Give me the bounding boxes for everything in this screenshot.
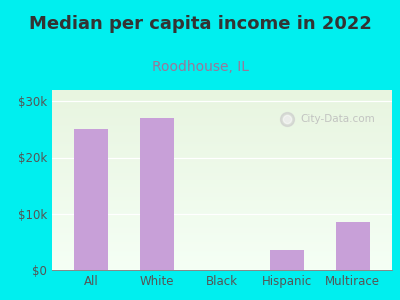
Bar — [270, 250, 304, 270]
Bar — [74, 129, 108, 270]
Text: Median per capita income in 2022: Median per capita income in 2022 — [28, 15, 372, 33]
Text: Roodhouse, IL: Roodhouse, IL — [152, 60, 248, 74]
Bar — [336, 222, 370, 270]
Bar — [140, 118, 174, 270]
Text: City-Data.com: City-Data.com — [300, 114, 375, 124]
